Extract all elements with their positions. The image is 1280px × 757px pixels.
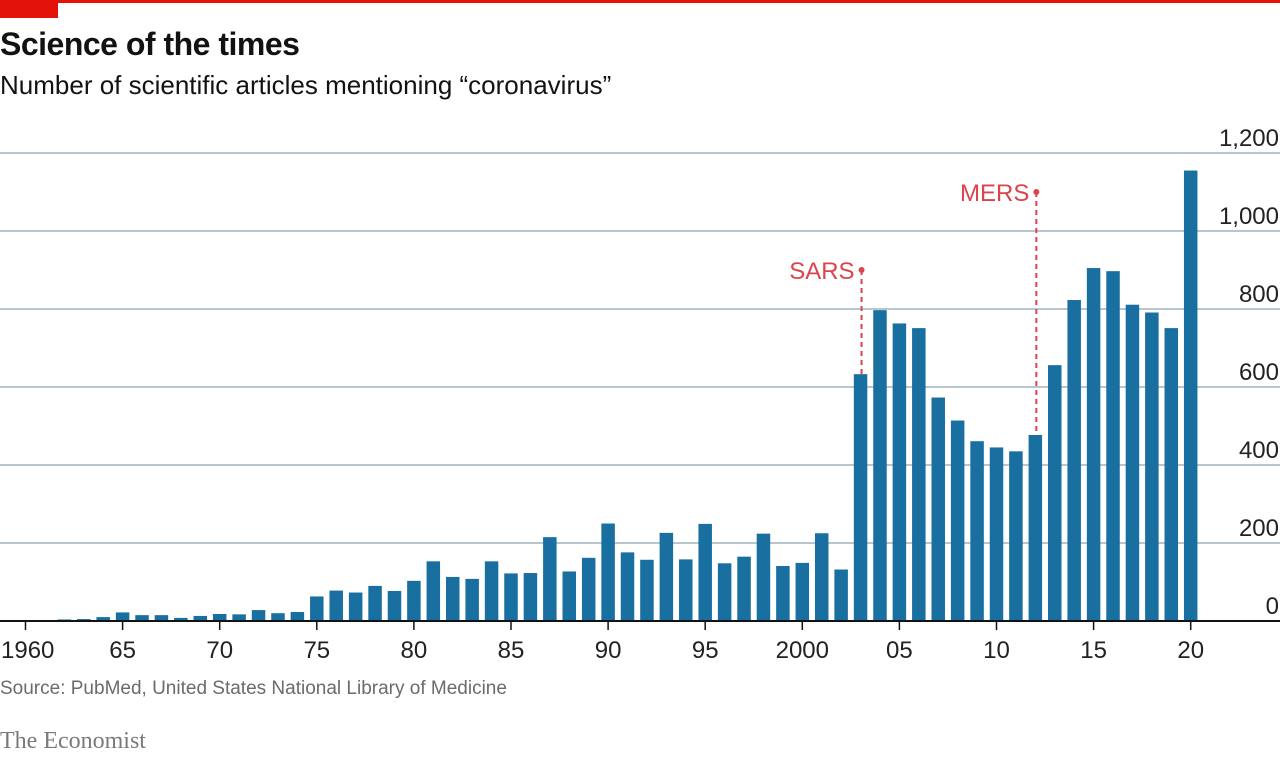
chart-title: Science of the times	[0, 26, 300, 62]
x-tick-label: 70	[206, 637, 233, 664]
bar	[853, 374, 868, 621]
bar	[387, 590, 402, 621]
bar	[950, 420, 965, 621]
bar	[115, 612, 130, 621]
bar	[601, 523, 615, 621]
bar	[776, 566, 790, 621]
bar	[465, 578, 479, 621]
annotation-label: SARS	[789, 258, 854, 285]
bar	[174, 617, 188, 621]
annotation-label: MERS	[960, 180, 1029, 207]
annotations: SARS MERS	[789, 180, 1040, 435]
bar	[251, 610, 266, 621]
bar	[368, 585, 382, 621]
bar	[212, 613, 227, 621]
bar	[717, 563, 732, 621]
bar	[484, 561, 499, 621]
source-note: Source: PubMed, United States National L…	[0, 678, 507, 699]
bar	[310, 596, 324, 621]
x-tick-label: 75	[303, 637, 330, 664]
y-tick-label: 1,000	[1219, 203, 1279, 230]
x-tick-label: 05	[886, 637, 913, 664]
x-tick-label: 2000	[776, 637, 829, 664]
brand-red-tag	[0, 0, 58, 18]
bar	[989, 447, 1004, 621]
x-tick-label: 90	[595, 637, 622, 664]
bar	[1106, 271, 1120, 621]
bar	[407, 580, 421, 621]
bar	[193, 615, 208, 621]
bar	[1048, 365, 1062, 621]
annotation-dot	[858, 267, 865, 273]
bar	[1145, 312, 1159, 621]
bar	[620, 552, 635, 621]
y-tick-label: 0	[1266, 593, 1279, 620]
bar	[679, 559, 693, 621]
bar	[737, 556, 751, 621]
y-tick-label: 800	[1239, 281, 1279, 308]
bar	[523, 573, 538, 621]
bar	[834, 569, 848, 621]
bar	[445, 576, 460, 621]
bar	[581, 557, 596, 621]
annotation-dot	[1033, 189, 1040, 195]
y-tick-label: 600	[1239, 359, 1279, 386]
y-tick-label: 200	[1239, 515, 1279, 542]
bar	[232, 614, 246, 621]
x-tick-label: 20	[1177, 637, 1204, 664]
bar	[698, 523, 712, 621]
top-red-rule	[0, 0, 1280, 3]
bar	[1086, 268, 1101, 621]
x-tick-label: 85	[498, 637, 525, 664]
gridlines	[0, 152, 1280, 544]
bar	[970, 441, 984, 621]
bar	[562, 571, 577, 621]
bar	[756, 533, 771, 621]
bar	[873, 310, 887, 621]
bar	[329, 590, 343, 621]
bar	[154, 615, 169, 621]
x-axis: 1960 65 70 75 80 85 90 95 2000 05 10 15 20	[0, 620, 1280, 664]
x-tick-label: 1960	[1, 637, 54, 664]
bar	[1067, 300, 1081, 621]
bar	[659, 532, 674, 621]
bar	[96, 617, 110, 621]
x-tick-label: 10	[983, 637, 1010, 664]
x-tick-label: 80	[401, 637, 428, 664]
chart-subtitle: Number of scientific articles mentioning…	[0, 70, 612, 100]
bar	[271, 613, 285, 621]
x-tick-label: 95	[692, 637, 719, 664]
bar	[426, 561, 441, 621]
bar	[892, 323, 907, 621]
bar	[1009, 451, 1023, 621]
bar	[814, 533, 829, 621]
bar	[931, 397, 945, 621]
bar	[348, 592, 363, 621]
bar	[1183, 170, 1198, 622]
bar	[504, 573, 518, 621]
x-tick-label: 15	[1080, 637, 1107, 664]
bar-chart: SARS MERS 0 200 400 600 800 1,000 1,200 1960 65 7…	[0, 125, 1280, 664]
y-tick-label: 400	[1239, 437, 1279, 464]
bar	[1028, 434, 1043, 621]
bar	[290, 612, 305, 621]
economist-wordmark: The Economist	[0, 728, 146, 754]
bar	[1164, 328, 1179, 621]
bar	[135, 615, 149, 621]
bar	[795, 562, 810, 621]
y-tick-label: 1,200	[1219, 125, 1279, 152]
bar	[640, 559, 654, 621]
y-axis-labels: 0 200 400 600 800 1,000 1,200	[1219, 125, 1279, 620]
bars	[18, 170, 1198, 622]
bar	[1125, 304, 1140, 621]
x-tick-label: 65	[109, 637, 136, 664]
bar	[543, 537, 557, 621]
bar	[912, 328, 926, 621]
